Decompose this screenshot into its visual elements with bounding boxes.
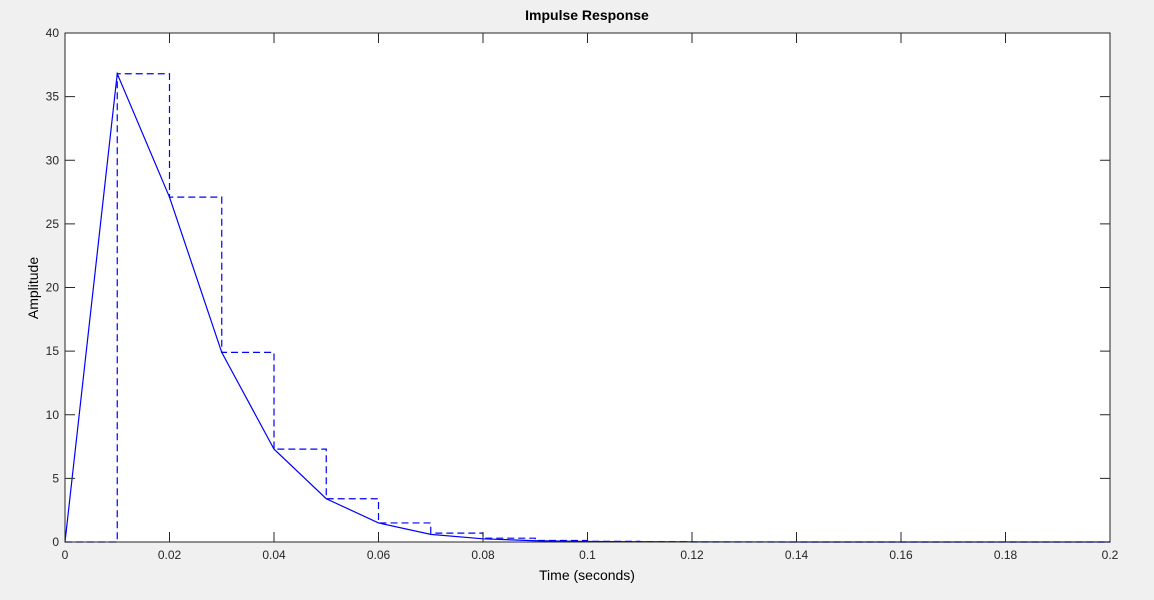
y-tick-label: 15 bbox=[46, 344, 60, 358]
x-tick-label: 0.1 bbox=[579, 548, 596, 562]
y-tick-labels: 0 5 10 15 20 25 30 35 40 bbox=[46, 26, 60, 549]
y-tick-label: 25 bbox=[46, 217, 60, 231]
plot-area bbox=[65, 33, 1110, 542]
x-tick-label: 0.2 bbox=[1102, 548, 1119, 562]
x-tick-label: 0.18 bbox=[994, 548, 1018, 562]
y-tick-label: 35 bbox=[46, 90, 60, 104]
stair-response-line bbox=[65, 73, 1110, 543]
x-tick-label: 0.08 bbox=[471, 548, 495, 562]
x-tick-label: 0.04 bbox=[262, 548, 286, 562]
x-tick-label: 0.12 bbox=[680, 548, 704, 562]
x-tick-label: 0.16 bbox=[889, 548, 913, 562]
y-tick-label: 40 bbox=[46, 26, 60, 40]
x-tick-label: 0.14 bbox=[785, 548, 809, 562]
x-tick-label: 0.02 bbox=[158, 548, 182, 562]
y-tick-label: 0 bbox=[52, 535, 59, 549]
y-tick-label: 5 bbox=[52, 471, 59, 485]
y-tick-label: 20 bbox=[46, 281, 60, 295]
y-tick-label: 30 bbox=[46, 153, 60, 167]
plot-box bbox=[64, 32, 1111, 543]
chart-title: Impulse Response bbox=[525, 7, 649, 23]
y-tick-label: 10 bbox=[46, 408, 60, 422]
x-tick-label: 0.06 bbox=[367, 548, 391, 562]
x-tick-label: 0 bbox=[62, 548, 69, 562]
y-axis-label: Amplitude bbox=[25, 257, 41, 319]
x-tick-labels: 0 0.02 0.04 0.06 0.08 0.1 0.12 0.14 0.16 0.18 0.2 bbox=[62, 548, 1119, 562]
x-axis-label: Time (seconds) bbox=[539, 567, 635, 583]
